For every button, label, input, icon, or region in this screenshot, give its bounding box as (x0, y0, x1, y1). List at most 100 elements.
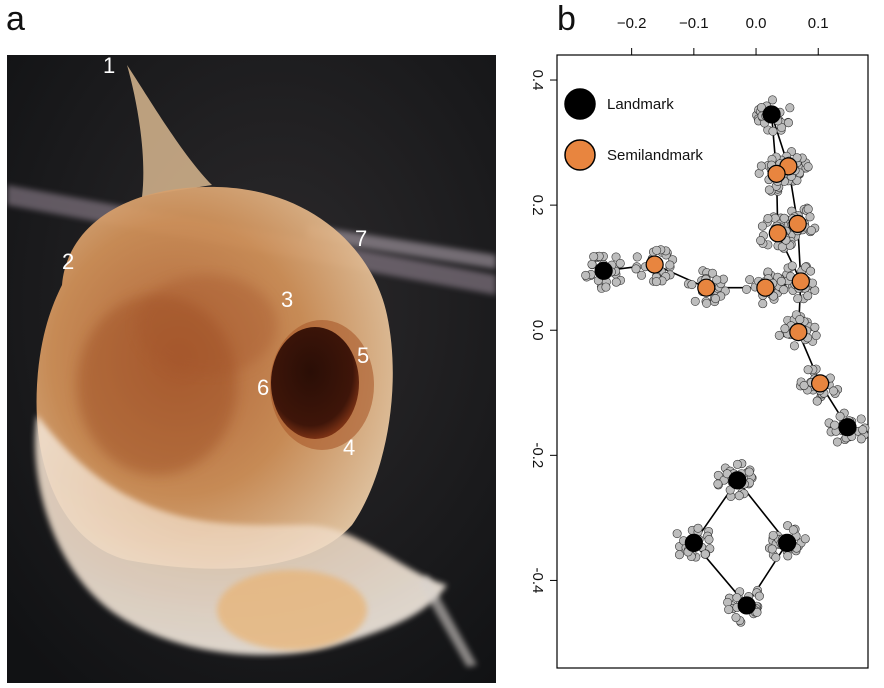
replicate-point (732, 459, 742, 469)
shape-outline (603, 114, 849, 607)
x-tick-label: −0.1 (679, 15, 709, 32)
replicate-point (832, 437, 842, 447)
legend: Landmark Semilandmark (564, 88, 703, 171)
specimen-body (35, 65, 477, 667)
semilandmark-point (756, 278, 775, 297)
replicate-point (803, 291, 813, 301)
replicate-point (631, 264, 641, 274)
outline-segment (770, 114, 802, 282)
semilandmark-point (697, 278, 716, 297)
y-tick-label: -0.2 (529, 442, 546, 468)
replicate-point (731, 613, 741, 623)
legend-marker (564, 139, 596, 171)
replicate-point (803, 204, 813, 214)
replicate-point (744, 467, 754, 477)
replicate-point (652, 245, 662, 255)
replicate-point (756, 161, 766, 171)
replicate-point (713, 479, 723, 489)
legend-marker (564, 88, 596, 120)
replicate-point (771, 553, 781, 563)
replicate-point (756, 236, 766, 246)
replicate-point (856, 414, 866, 424)
replicate-point (780, 324, 790, 334)
x-axis: −0.2 −0.1 0.0 0.1 (617, 15, 829, 55)
replicate-point (779, 213, 789, 223)
replicate-point (724, 605, 734, 615)
replicate-point (732, 593, 742, 603)
replicate-point (779, 285, 789, 295)
x-tick-label: −0.2 (617, 15, 647, 32)
replicate-point (835, 411, 845, 421)
replicate-point (785, 103, 795, 113)
replicate-point (690, 296, 700, 306)
replicate-point (789, 341, 799, 351)
replicate-point (674, 550, 684, 560)
plot-frame (556, 54, 869, 669)
replicate-point (611, 252, 621, 262)
replicate-point (757, 221, 767, 231)
replicate-point (702, 298, 712, 308)
semilandmark-point (767, 164, 786, 183)
replicate-point (811, 331, 821, 341)
replicate-point (810, 322, 820, 332)
x-tick-label: 0.0 (746, 15, 767, 32)
landmark-number-label: 6 (257, 375, 269, 400)
legend-label: Semilandmark (607, 147, 703, 164)
replicate-point (795, 315, 805, 325)
replicate-point (812, 396, 822, 406)
replicate-point (734, 491, 744, 501)
replicate-point (856, 434, 866, 444)
replicate-point (858, 425, 868, 435)
replicate-point (637, 270, 647, 280)
replicate-point (687, 280, 697, 290)
background-fiber (307, 225, 496, 269)
replicate-point (601, 282, 611, 292)
replicate-point (708, 268, 718, 278)
replicate-point (745, 275, 755, 285)
panel-label-a: a (6, 0, 25, 38)
semilandmark-point (791, 272, 810, 291)
y-axis: 0.4 0.2 0.0 -0.2 -0.4 (529, 70, 557, 593)
landmark-number-label: 5 (357, 343, 369, 368)
replicate-point (776, 276, 786, 286)
replicate-point (783, 118, 793, 128)
replicate-point (704, 535, 714, 545)
landmark-point (737, 596, 756, 615)
semilandmark-point (645, 255, 664, 274)
landmark-number-label: 1 (103, 55, 115, 78)
panel-label-b: b (557, 0, 576, 38)
mean-points (594, 105, 857, 615)
replicate-point (712, 275, 722, 285)
semilandmark-point (789, 323, 808, 342)
landmark-labels: 1 2 3 4 5 6 7 (62, 55, 369, 460)
replicate-point (764, 185, 774, 195)
landmark-number-label: 2 (62, 249, 74, 274)
replicate-point (829, 386, 839, 396)
landmark-number-label: 7 (355, 226, 367, 251)
replicate-point (615, 258, 625, 268)
replicate-point (767, 544, 777, 554)
replicate-point (651, 277, 661, 287)
replicate-point (754, 591, 764, 601)
landmark-point (838, 418, 857, 437)
replicate-point (768, 126, 778, 136)
replicate-point (713, 470, 723, 480)
replicate-point (632, 252, 642, 262)
replicate-point (611, 277, 621, 287)
landmark-point (594, 261, 613, 280)
x-tick-label: 0.1 (808, 15, 829, 32)
replicate-point (805, 212, 815, 222)
replicate-point (758, 299, 768, 309)
semilandmark-point (788, 214, 807, 233)
replicate-point (587, 259, 597, 269)
replicate-point (752, 607, 762, 617)
replicate-point (793, 294, 803, 304)
replicate-point (700, 549, 710, 559)
replicate-point (806, 225, 816, 235)
replicate-point (763, 213, 773, 223)
specimen-photo: 1 2 3 4 5 6 7 (7, 55, 496, 683)
replicate-point (830, 420, 840, 430)
replicate-point (767, 95, 777, 105)
replicate-point (783, 551, 793, 561)
y-tick-label: 0.4 (529, 70, 546, 91)
